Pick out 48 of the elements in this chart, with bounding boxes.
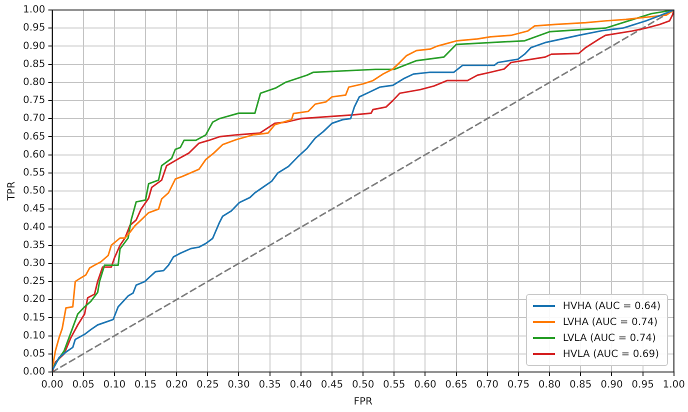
x-tick-label: 0.20 [165, 380, 188, 391]
x-tick-label: 0.65 [445, 380, 468, 391]
y-axis-title: TPR [6, 181, 18, 202]
legend-label: LVHA (AUC = 0.74) [562, 316, 658, 328]
x-tick-label: 0.95 [632, 380, 654, 391]
y-tick-label: 0.55 [23, 167, 46, 178]
x-tick-label: 0.00 [41, 380, 64, 391]
y-tick-label: 0.75 [23, 95, 46, 106]
y-tick-label: 0.30 [23, 258, 46, 269]
x-tick-label: 0.60 [414, 380, 436, 391]
y-tick-label: 0.95 [23, 22, 46, 34]
y-tick-label: 0.70 [23, 113, 46, 124]
x-tick-label: 0.10 [103, 380, 126, 391]
x-tick-label: 0.75 [507, 380, 530, 391]
y-tick-label: 0.40 [23, 222, 46, 233]
x-tick-label: 0.25 [196, 380, 219, 391]
y-tick-label: 0.35 [23, 240, 46, 251]
x-tick-label: 1.00 [662, 380, 685, 391]
y-tick-label: 0.50 [23, 186, 46, 197]
x-tick-label: 0.50 [352, 380, 374, 391]
y-tick-label: 0.85 [23, 58, 46, 70]
y-tick-label: 0.20 [23, 294, 46, 306]
y-tick-label: 0.80 [23, 76, 46, 88]
legend-label: HVHA (AUC = 0.64) [562, 300, 661, 312]
y-tick-label: 0.15 [23, 312, 46, 324]
x-tick-label: 0.90 [600, 380, 623, 391]
x-tick-label: 0.35 [258, 380, 281, 391]
x-tick-label: 0.45 [320, 380, 344, 391]
x-tick-label: 0.30 [228, 380, 250, 391]
x-tick-label: 0.85 [569, 380, 592, 391]
x-tick-label: 0.70 [476, 380, 499, 391]
y-tick-label: 0.25 [23, 276, 46, 288]
x-tick-label: 0.55 [383, 380, 406, 391]
y-tick-label: 0.45 [23, 204, 46, 215]
x-tick-label: 0.80 [538, 380, 561, 391]
x-tick-label: 0.40 [290, 380, 312, 391]
y-tick-label: 0.65 [23, 131, 46, 142]
legend-label: HVLA (AUC = 0.69) [562, 348, 659, 360]
y-tick-label: 0.05 [23, 348, 46, 360]
legend-label: LVLA (AUC = 0.74) [562, 332, 656, 344]
x-tick-label: 0.05 [72, 380, 94, 391]
x-axis-title: FPR [354, 396, 372, 408]
y-tick-label: 1.00 [23, 4, 46, 16]
y-tick-label: 0.60 [23, 149, 46, 160]
y-tick-label: 0.00 [23, 366, 46, 378]
x-tick-label: 0.15 [134, 380, 157, 391]
y-tick-label: 0.90 [23, 40, 46, 52]
y-tick-label: 0.10 [23, 330, 46, 342]
